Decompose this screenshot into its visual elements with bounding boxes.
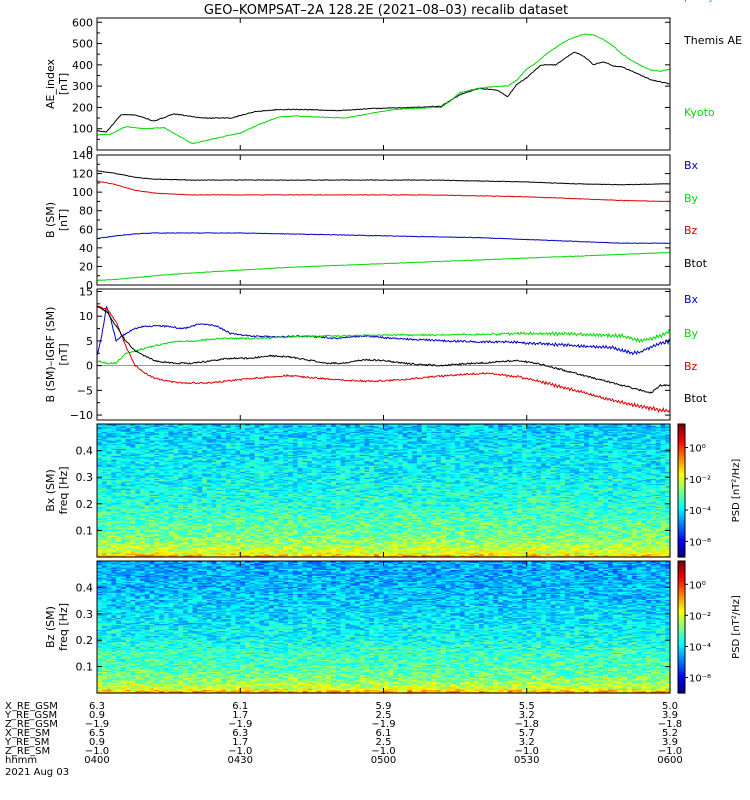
plot-background [97, 18, 670, 150]
y-tick-label: 10 [79, 310, 93, 323]
legend-entry: Themis AE [683, 34, 742, 47]
y-tick-label: 100 [72, 186, 93, 199]
plot-background [97, 155, 670, 285]
legend-entry: Kyoto [684, 106, 715, 119]
y-tick-label: 300 [72, 80, 93, 93]
y-axis-label: [nT] [57, 343, 70, 365]
y-tick-label: 15 [79, 285, 93, 298]
y-tick-label: −5 [77, 384, 93, 397]
y-tick-label: 80 [79, 205, 93, 218]
y-tick-label: −10 [70, 409, 93, 422]
y-axis-label: [nT] [57, 73, 70, 95]
legend-entry: Btot [684, 392, 708, 405]
legend-entry: proxy AE [684, 0, 733, 3]
y-tick-label: 120 [72, 168, 93, 181]
y-axis-label: B (SM) [44, 202, 57, 238]
figure-title: GEO–KOMPSAT–2A 128.2E (2021–08–03) recal… [204, 3, 568, 18]
y-axis-label: B (SM)–IGRF (SM) [44, 307, 57, 403]
panel-3: Bx By Bz Btot −10 −5 0 5 10 15 B (SM)–IGRF (SM) [nT… [44, 285, 708, 422]
y-tick-label: 40 [79, 242, 93, 255]
legend-entry: Bz [684, 224, 698, 237]
legend-entry: Bx [684, 293, 699, 306]
legend-entry: Bx [684, 159, 699, 172]
legend-entry: By [684, 192, 699, 205]
spectrogram-cells [97, 424, 671, 558]
y-tick-label: 20 [79, 260, 93, 273]
panel-1: Themis AEKyotoproxy AE010020030040050060… [44, 0, 742, 157]
y-axis-label: [nT] [57, 209, 70, 231]
y-tick-label: 200 [72, 101, 93, 114]
y-tick-label: 0 [86, 360, 93, 373]
y-tick-label: 500 [72, 38, 93, 51]
legend-entry: By [684, 327, 699, 340]
plot-background [97, 289, 670, 420]
y-tick-label: 400 [72, 59, 93, 72]
y-tick-label: 60 [79, 223, 93, 236]
legend-entry: Btot [684, 257, 708, 270]
legend-entry: Bz [684, 360, 698, 373]
y-tick-label: 5 [86, 335, 93, 348]
y-axis-label: AE_index [44, 58, 57, 109]
y-tick-label: 600 [72, 16, 93, 29]
y-tick-label: 100 [72, 123, 93, 136]
y-tick-label: 140 [72, 149, 93, 162]
